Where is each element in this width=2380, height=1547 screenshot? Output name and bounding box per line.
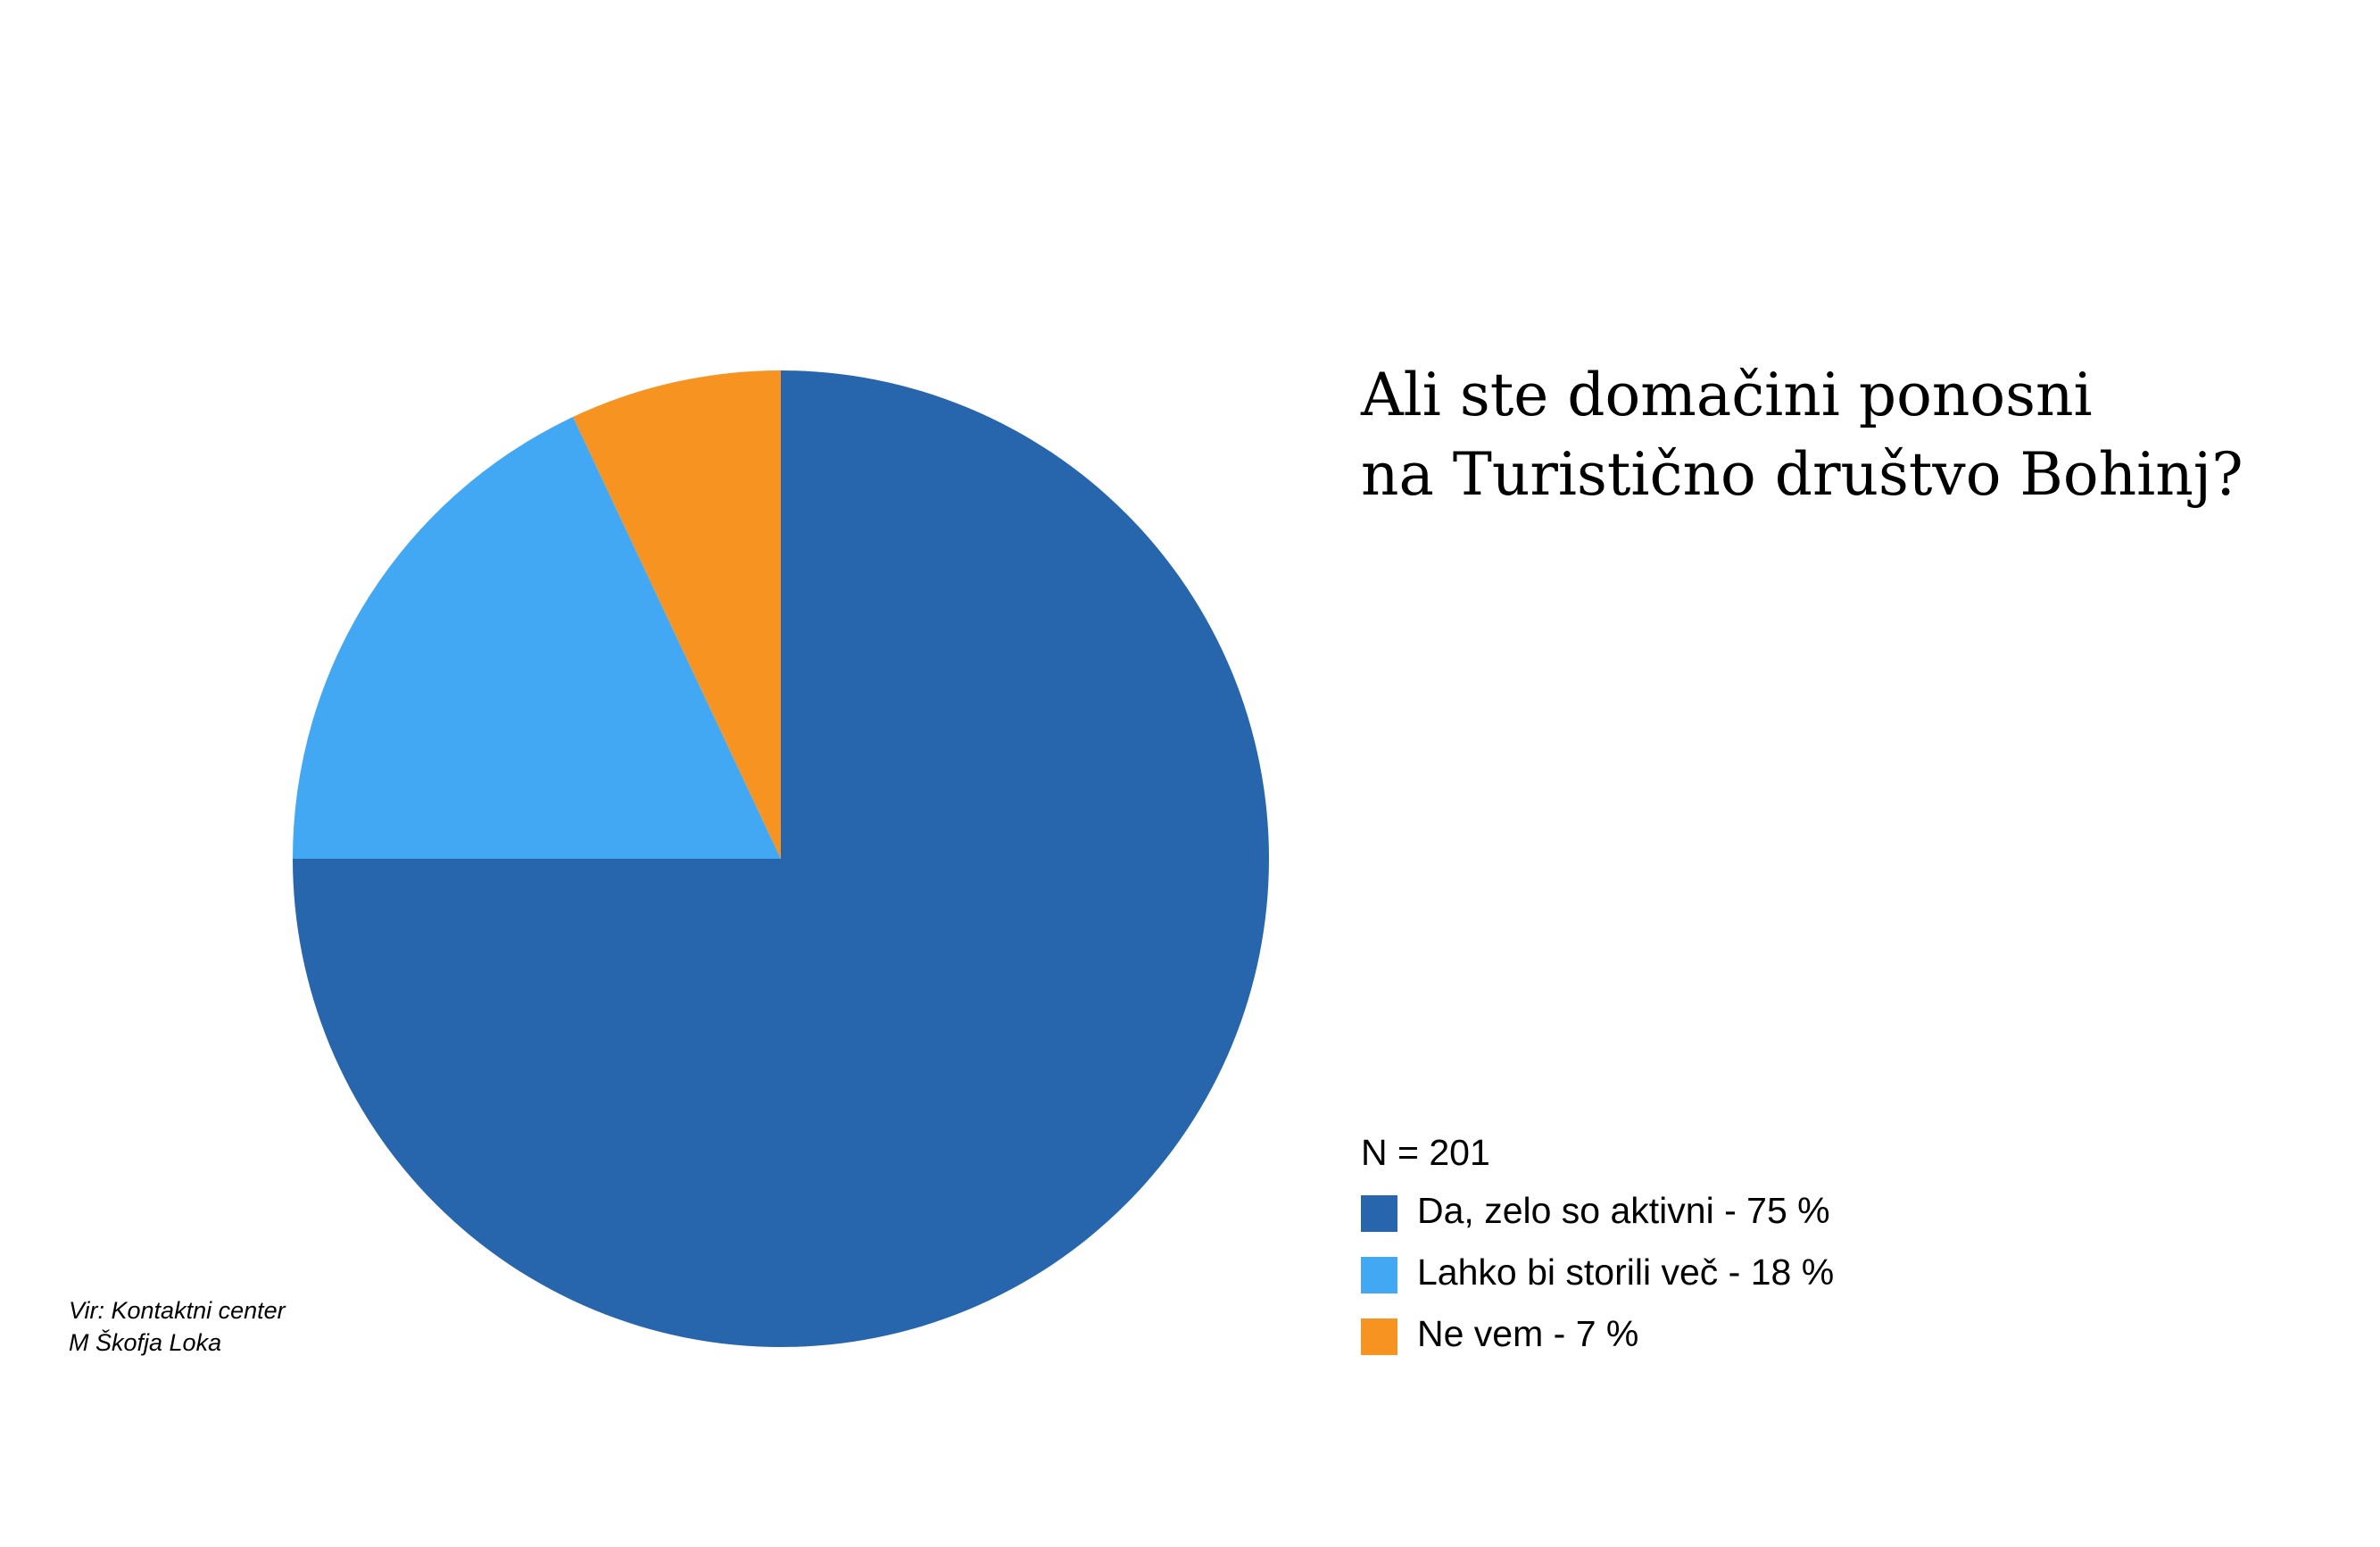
legend-label: Lahko bi storili več - 18 % <box>1417 1252 1834 1293</box>
pie-slice <box>573 370 781 859</box>
legend-title: N = 201 <box>1361 1132 1490 1173</box>
legend-label: Da, zelo so aktivni - 75 % <box>1417 1190 1830 1231</box>
source: Vir: Kontaktni center <box>69 1297 286 1324</box>
legend-swatch <box>1361 1195 1397 1232</box>
pie-slice <box>293 417 781 859</box>
chart-title: Ali ste domačini ponosni <box>1360 361 2093 429</box>
legend-label: Ne vem - 7 % <box>1417 1313 1638 1354</box>
legend-swatch <box>1361 1257 1397 1293</box>
chart-title: na Turistično društvo Bohinj? <box>1361 440 2243 509</box>
legend-swatch <box>1361 1318 1397 1355</box>
source: M Škofja Loka <box>69 1328 221 1356</box>
